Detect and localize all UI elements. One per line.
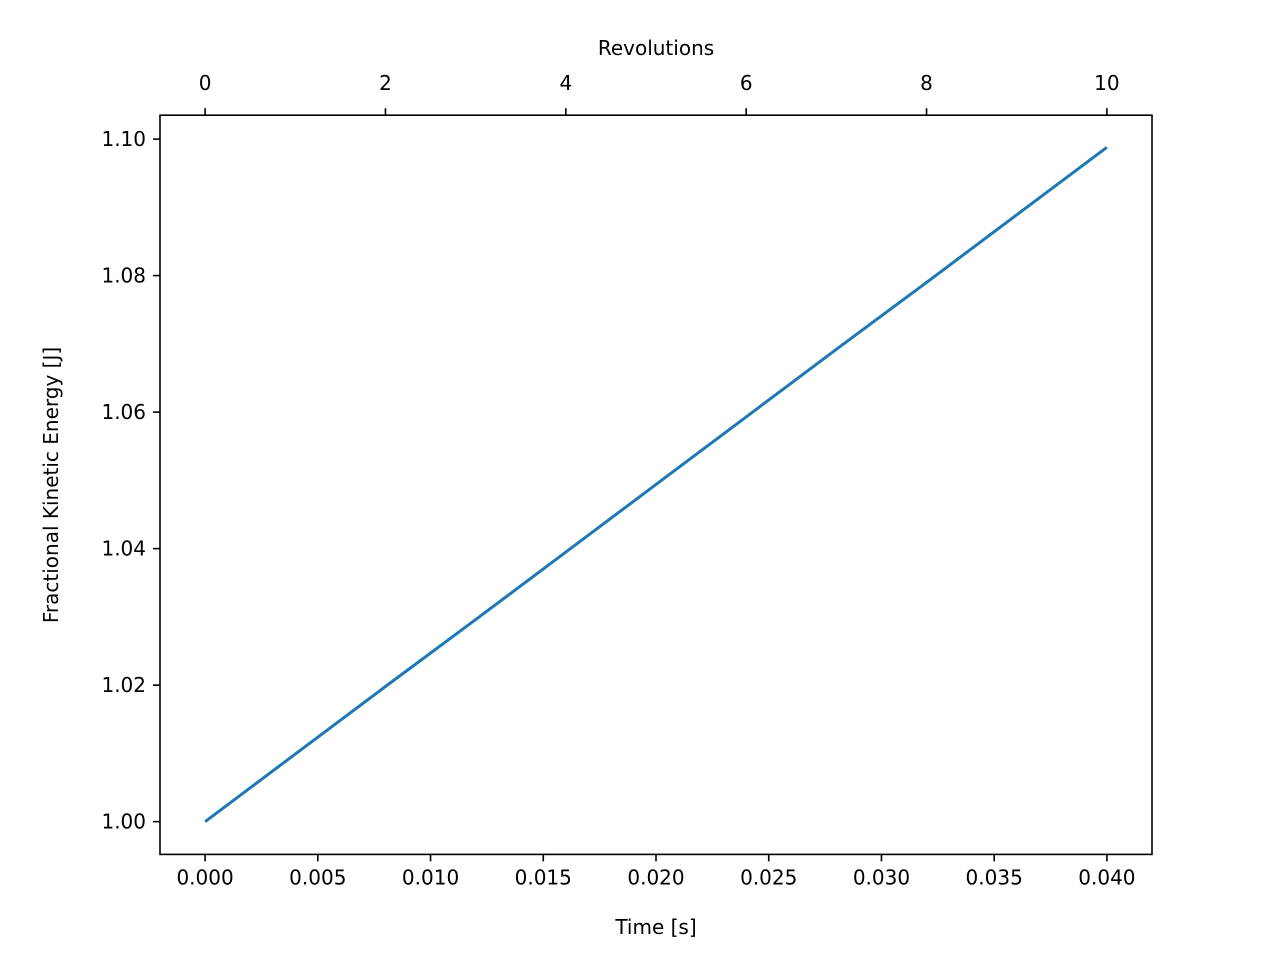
top-x-tick-label: 0: [199, 71, 212, 95]
ticks-layer: 0.000 0.005 0.010 0.015 0.020 0.025 0.030 0.035…: [101, 71, 1135, 889]
top-x-tick-label: 10: [1094, 71, 1119, 95]
y-axis-label: Fractional Kinetic Energy [J]: [39, 347, 63, 623]
x-tick-label: 0.035: [966, 865, 1023, 889]
x-axis-label: Time [s]: [614, 915, 696, 939]
x-tick-label: 0.020: [627, 865, 684, 889]
x-tick-label: 0.030: [853, 865, 910, 889]
top-x-tick-label: 6: [740, 71, 753, 95]
top-x-tick-label: 2: [379, 71, 392, 95]
y-tick-label: 1.04: [101, 537, 146, 561]
y-tick-label: 1.00: [101, 810, 146, 834]
x-tick-label: 0.000: [176, 865, 233, 889]
y-tick-label: 1.10: [101, 127, 146, 151]
series-line: [204, 146, 1108, 823]
series-layer: [204, 146, 1108, 823]
top-x-axis-label: Revolutions: [598, 36, 714, 60]
plot-frame: [159, 114, 1153, 856]
x-tick-label: 0.010: [402, 865, 459, 889]
y-tick-label: 1.08: [101, 264, 146, 288]
y-tick-label: 1.02: [101, 673, 146, 697]
y-tick-label: 1.06: [101, 400, 146, 424]
top-x-tick-label: 8: [920, 71, 933, 95]
x-tick-label: 0.025: [740, 865, 797, 889]
x-tick-label: 0.040: [1078, 865, 1135, 889]
x-tick-label: 0.015: [515, 865, 572, 889]
x-tick-label: 0.005: [289, 865, 346, 889]
top-x-tick-label: 4: [559, 71, 572, 95]
